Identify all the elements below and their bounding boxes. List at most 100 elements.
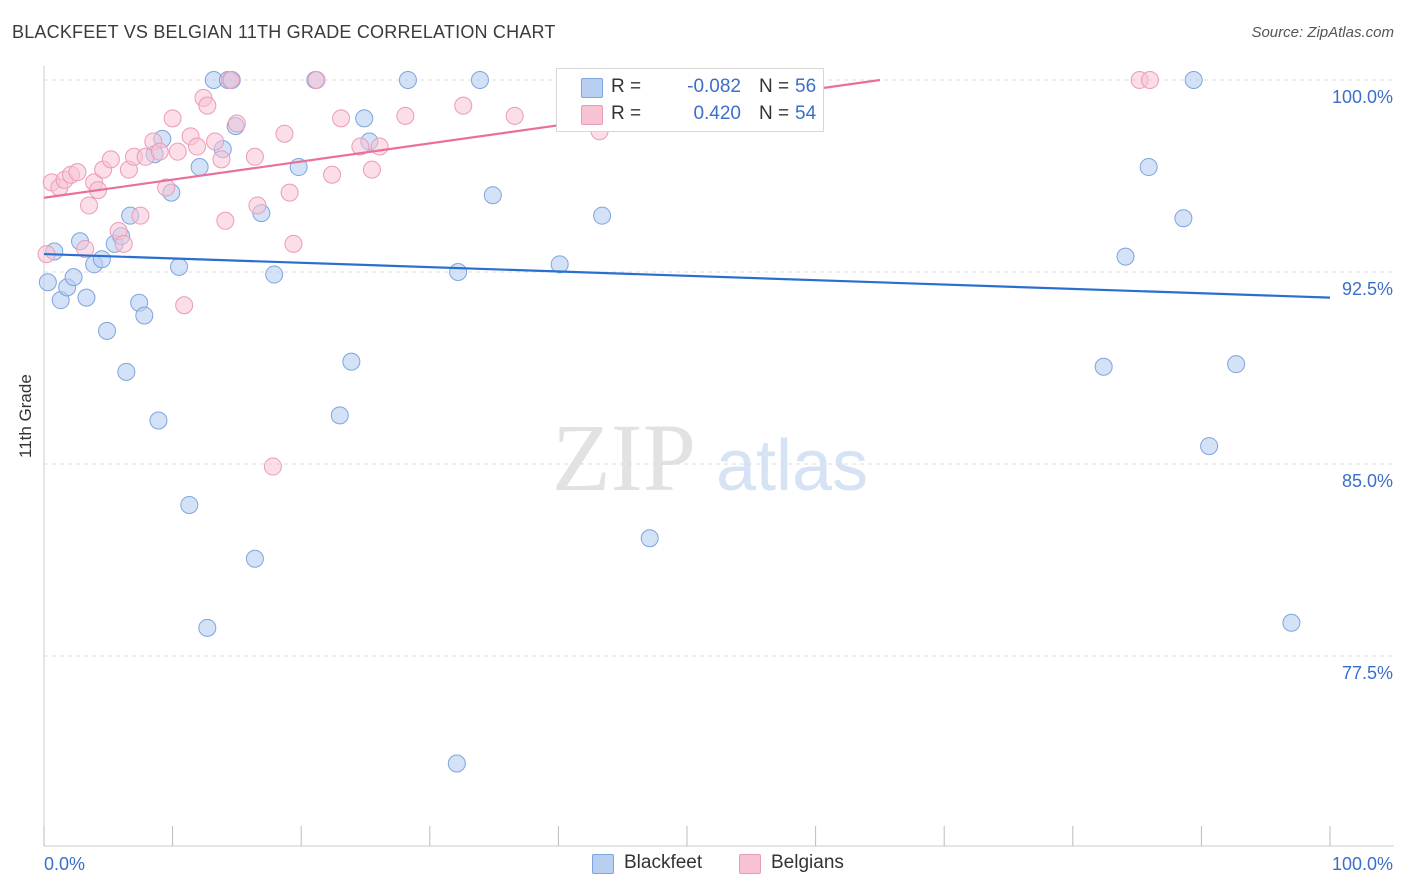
blackfeet-point [92, 250, 111, 269]
x-tick-label: 0.0% [44, 854, 85, 874]
blackfeet-point [135, 306, 154, 325]
blackfeet-point [1139, 158, 1158, 177]
legend-n-value: 54 [795, 103, 817, 124]
series-legend: Blackfeet Belgians [0, 852, 1406, 878]
blackfeet-point [1282, 613, 1301, 632]
blackfeet-point [1116, 247, 1135, 266]
y-tick-label: 77.5% [1342, 663, 1393, 683]
belgians-swatch [739, 854, 761, 874]
grid-lines [44, 79, 1394, 657]
blackfeet-point [398, 71, 417, 89]
blackfeet-point [593, 206, 612, 225]
belgians-point [101, 150, 120, 169]
blackfeet-point [149, 411, 168, 430]
blackfeet-point [117, 362, 136, 381]
belgians-point [505, 106, 524, 125]
belgians-point [206, 132, 225, 151]
blackfeet-point [447, 754, 466, 773]
correlation-legend: R = -0.082 N = 56 R = 0.420 N = 54 [556, 68, 824, 132]
blackfeet-point [265, 265, 284, 284]
watermark: ZIP atlas [552, 404, 868, 511]
belgians-point [212, 150, 231, 169]
tick-labels: 100.0% 92.5% 85.0% 77.5% 0.0% 100.0% [44, 87, 1393, 874]
watermark-zip: ZIP [552, 404, 696, 511]
axes [43, 66, 1394, 847]
belgians-point [221, 71, 240, 89]
chart-title: BLACKFEET VS BELGIAN 11TH GRADE CORRELAT… [12, 22, 556, 42]
blackfeet-point [449, 263, 468, 281]
belgians-point [245, 147, 264, 166]
legend-r-value: -0.082 [687, 76, 741, 97]
blackfeet-swatch [592, 854, 614, 874]
belgians-point [284, 234, 303, 253]
blackfeet-point [98, 321, 117, 340]
blackfeet-point [470, 71, 489, 89]
legend-label-blackfeet: Blackfeet [624, 852, 703, 873]
belgians-swatch [581, 105, 603, 125]
belgians-point [76, 239, 95, 258]
belgians-point [163, 109, 182, 128]
belgians-point [175, 296, 194, 315]
blackfeet-trend-line [43, 252, 1331, 299]
belgians-point [150, 142, 169, 161]
watermark-atlas: atlas [716, 426, 868, 506]
legend-r-label: R = [611, 76, 642, 97]
blackfeet-point [180, 495, 199, 514]
blackfeet-swatch [581, 78, 603, 98]
belgians-point [168, 142, 187, 161]
blackfeet-point [330, 406, 349, 425]
y-tick-label: 85.0% [1342, 471, 1393, 491]
belgians-point [1140, 71, 1159, 89]
x-tick-label: 100.0% [1332, 854, 1393, 874]
belgians-point [157, 178, 176, 197]
belgians-point [68, 163, 87, 182]
blackfeet-point [355, 109, 374, 128]
blackfeet-point [1174, 209, 1193, 228]
legend-label-belgians: Belgians [771, 852, 844, 873]
belgians-point [198, 96, 217, 115]
blackfeet-point [64, 268, 83, 287]
belgians-point [114, 234, 133, 253]
blackfeet-point [550, 255, 569, 274]
belgians-point [332, 109, 351, 128]
belgians-point [275, 124, 294, 143]
blackfeet-point [245, 549, 264, 568]
belgians-point [80, 196, 99, 215]
blackfeet-point [1227, 355, 1246, 374]
blackfeet-point [1200, 437, 1219, 456]
blackfeet-point [77, 288, 96, 307]
belgians-point [216, 211, 235, 230]
belgians-points [37, 71, 1159, 476]
belgians-point [227, 114, 246, 133]
belgians-point [370, 137, 389, 156]
belgians-point [454, 96, 473, 115]
legend-n-label: N = [759, 103, 790, 124]
blackfeet-point [198, 618, 217, 637]
belgians-point [351, 137, 370, 156]
blackfeet-point [38, 273, 57, 292]
legend-n-value: 56 [795, 76, 817, 97]
blackfeet-point [1094, 357, 1113, 376]
blackfeet-point [342, 352, 361, 371]
legend-n-label: N = [759, 76, 790, 97]
legend-r-value: 0.420 [693, 103, 741, 124]
belgians-point [263, 457, 282, 476]
y-axis-label: 11th Grade [16, 374, 35, 458]
blackfeet-point [190, 158, 209, 177]
source-label: Source: ZipAtlas.com [1251, 24, 1394, 41]
belgians-point [248, 196, 267, 215]
blackfeet-point [483, 186, 502, 205]
belgians-point [362, 160, 381, 179]
belgians-point [323, 165, 342, 184]
blackfeet-point [640, 529, 659, 548]
belgians-point [188, 137, 207, 156]
legend-r-label: R = [611, 103, 642, 124]
belgians-point [131, 206, 150, 225]
belgians-point [307, 71, 326, 89]
blackfeet-point [170, 257, 189, 276]
belgians-point [280, 183, 299, 202]
blackfeet-point [1184, 71, 1203, 89]
y-tick-label: 92.5% [1342, 279, 1393, 299]
y-tick-label: 100.0% [1332, 87, 1393, 107]
